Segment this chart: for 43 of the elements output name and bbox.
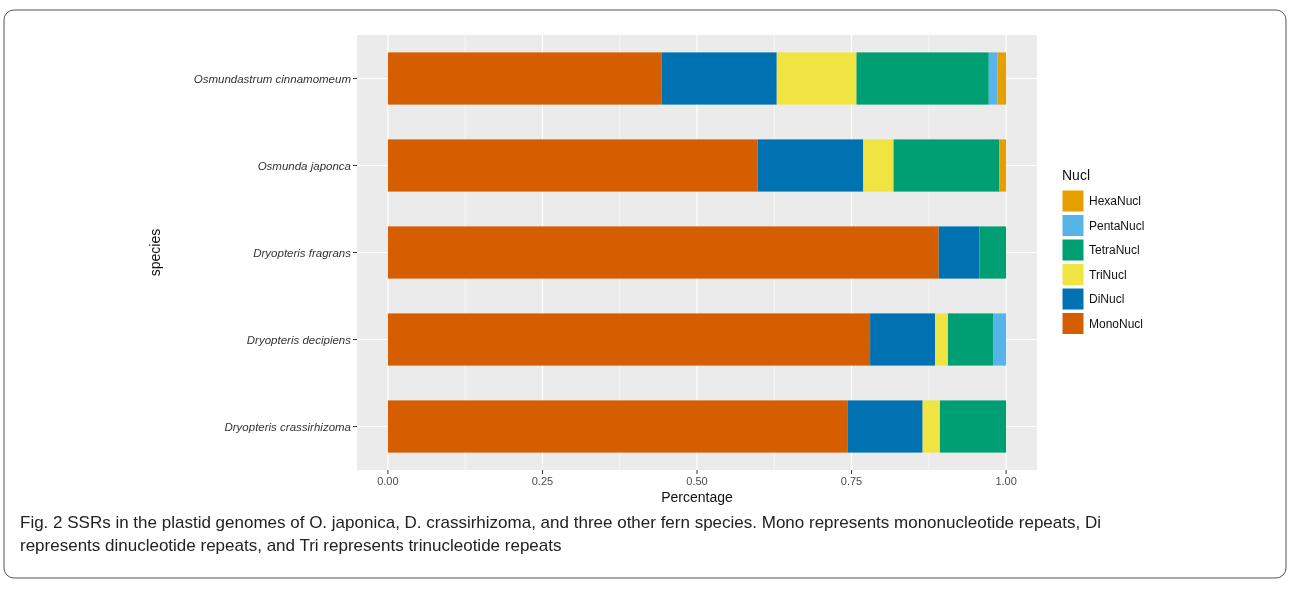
y-tick-label: Dryopteris decipiens <box>246 333 352 346</box>
legend-label: MonoNucl <box>1089 316 1144 331</box>
bar <box>938 226 980 279</box>
x-tick-label: 0.00 <box>377 475 399 487</box>
bar <box>387 139 758 192</box>
bar <box>947 313 994 366</box>
y-tick-label: Dryopteris crassirhizoma <box>224 420 351 433</box>
bar <box>935 313 948 366</box>
bar <box>993 313 1007 366</box>
bar <box>979 226 1007 279</box>
legend-label: PentaNucl <box>1089 218 1145 233</box>
bar <box>847 400 923 453</box>
bar <box>939 400 1007 453</box>
legend-label: DiNucl <box>1089 292 1125 306</box>
bar <box>997 52 1007 105</box>
bar <box>776 52 857 105</box>
bar <box>863 139 894 192</box>
bar <box>988 52 998 105</box>
x-axis-title: Percentage <box>661 489 734 505</box>
bar <box>387 226 939 279</box>
x-tick-label: 1.00 <box>995 475 1017 487</box>
legend-title: Nucl <box>1062 167 1091 183</box>
legend-label: HexaNucl <box>1089 194 1142 208</box>
y-axis-title: species <box>147 228 163 277</box>
bar <box>387 400 848 453</box>
y-tick-label: Osmunda japonca <box>257 159 351 172</box>
bar <box>870 313 935 366</box>
y-tick-label: Osmundastrum cinnamomeum <box>193 72 352 85</box>
bar <box>387 52 662 105</box>
bar <box>922 400 940 453</box>
bar <box>893 139 1000 192</box>
caption: Fig. 2 SSRs in the plastid genomes of O. japonica, D. crassirhizoma, and three other fern species. Mono represents mononucleotide repeats, Di represents dinucleotide repeats, and Tri represents trinucleotide repeats <box>20 513 1101 555</box>
bar <box>661 52 777 105</box>
y-tick-label: Dryopteris fragrans <box>253 246 352 259</box>
bar <box>757 139 864 192</box>
x-tick-label: 0.75 <box>840 475 863 487</box>
bar <box>387 313 871 366</box>
legend-label: TetraNucl <box>1089 243 1140 257</box>
bar <box>856 52 989 105</box>
bar <box>999 139 1007 192</box>
x-tick-label: 0.50 <box>686 475 708 487</box>
legend-label: TriNucl <box>1089 267 1127 282</box>
x-tick-label: 0.25 <box>531 475 554 487</box>
